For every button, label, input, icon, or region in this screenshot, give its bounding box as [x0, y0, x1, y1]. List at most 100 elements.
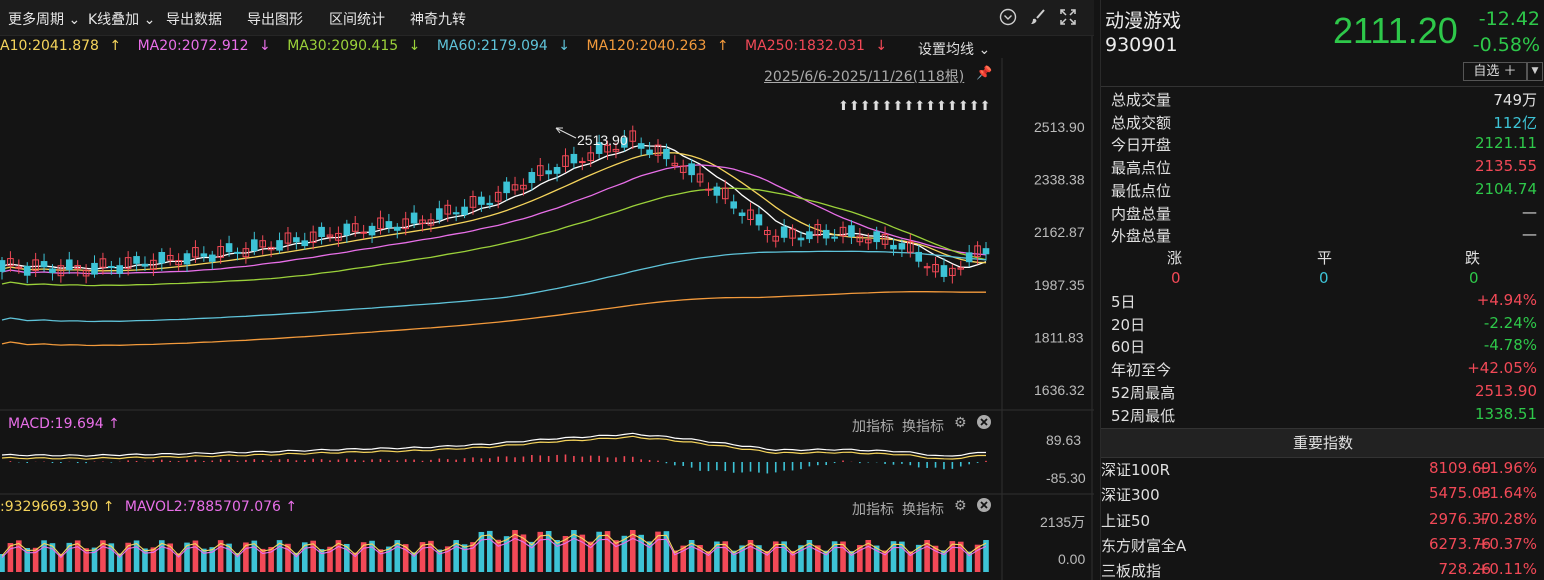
- watchlist-dropdown-icon[interactable]: ▼: [1527, 62, 1543, 81]
- index-value: 2976.37: [1428, 509, 1491, 528]
- index-row[interactable]: 东方财富全A 6273.76 +0.37%: [1101, 535, 1544, 560]
- high-marker: 2513.90: [555, 127, 628, 148]
- close-icon[interactable]: [976, 414, 992, 434]
- volume-bar: [125, 542, 131, 572]
- candle-body: [696, 173, 704, 183]
- dif-line: [1, 432, 986, 457]
- volume-bar: [386, 546, 392, 572]
- candle-body: [57, 265, 65, 277]
- candle-body: [688, 163, 695, 176]
- more-periods-menu[interactable]: 更多周期 ⌄: [8, 12, 81, 28]
- volume-bar: [840, 541, 846, 572]
- volume-bar: [537, 531, 544, 572]
- candle-body: [637, 143, 645, 149]
- volume-bar: [41, 540, 47, 572]
- chart-area[interactable]: 更多周期 ⌄ K线叠加 ⌄ 导出数据 导出图形 区间统计 神奇九转 A10:20…: [0, 0, 1094, 580]
- candle-body: [74, 265, 81, 270]
- candle-body: [166, 254, 174, 261]
- add-watchlist-button[interactable]: 自选 ＋: [1463, 62, 1527, 81]
- volume-bar: [150, 547, 157, 572]
- stat-row-value: —: [1522, 202, 1537, 221]
- candle-body: [478, 196, 485, 205]
- vol-add-indicator[interactable]: 加指标: [852, 502, 894, 518]
- macd-add-indicator[interactable]: 加指标: [852, 419, 894, 435]
- volume-bar: [722, 541, 729, 572]
- brush-icon[interactable]: [1028, 8, 1048, 28]
- perf-row: 20日 -2.24%: [1101, 314, 1541, 336]
- volume-bar: [486, 530, 493, 572]
- volume-bar: [478, 531, 485, 572]
- volume-bar: [646, 541, 653, 572]
- volume-bar: [688, 540, 695, 572]
- volume-bar: [301, 542, 308, 572]
- kline-overlay-menu[interactable]: K线叠加 ⌄: [88, 12, 156, 28]
- stat-row-label: 今日开盘: [1111, 136, 1172, 155]
- candle-body: [65, 259, 73, 271]
- gear-icon[interactable]: ⚙: [954, 498, 967, 514]
- volume-bar: [823, 550, 830, 572]
- close-icon[interactable]: [976, 497, 992, 517]
- volume-bar: [798, 545, 804, 572]
- candle-body: [494, 191, 502, 202]
- volume-bar: [512, 530, 518, 572]
- vol-switch-indicator[interactable]: 换指标: [902, 502, 944, 518]
- perf-row: 52周最低 1338.51: [1101, 405, 1541, 427]
- candle-body: [814, 224, 822, 236]
- volume-bar: [234, 553, 241, 572]
- volume-bar: [621, 535, 628, 572]
- perf-row-value: +4.94%: [1476, 291, 1537, 309]
- volume-bar: [899, 541, 905, 572]
- volume-label: :9329669.390 ↑ MAVOL2:7885707.076 ↑: [0, 499, 298, 515]
- candle-body: [267, 246, 275, 251]
- volume-bar: [882, 550, 888, 572]
- fullscreen-icon[interactable]: [1058, 8, 1078, 28]
- stat-row-label: 内盘总量: [1111, 204, 1172, 223]
- index-row[interactable]: 三板成指 728.26 +0.11%: [1101, 560, 1544, 580]
- stat-row: 外盘总量 —: [1101, 225, 1541, 247]
- ma-settings-button[interactable]: 设置均线 ⌄: [918, 42, 991, 58]
- candle-body: [604, 144, 611, 153]
- index-row[interactable]: 上证50 2976.37 +0.28%: [1101, 510, 1544, 535]
- macd-switch-indicator[interactable]: 换指标: [902, 419, 944, 435]
- range-stats-button[interactable]: 区间统计: [329, 12, 385, 28]
- volume-bar: [108, 543, 115, 572]
- volume-bar: [133, 540, 140, 572]
- volume-bar: [158, 540, 165, 572]
- volume-bar: [629, 530, 636, 572]
- volume-bar: [100, 540, 106, 572]
- candle-body: [486, 202, 494, 206]
- export-chart-button[interactable]: 导出图形: [247, 12, 303, 28]
- volume-bar: [49, 543, 56, 572]
- volume-bar: [949, 541, 956, 572]
- gear-icon[interactable]: ⚙: [954, 415, 967, 431]
- stock-change-pct: -0.58%: [1472, 34, 1540, 56]
- volume-bar: [184, 542, 190, 572]
- stat-row: 内盘总量 —: [1101, 203, 1541, 225]
- volume-bar: [587, 541, 594, 572]
- ma60-legend: MA60:2179.094 ↓: [436, 38, 571, 54]
- candle-body: [158, 252, 166, 264]
- volume-bar: [243, 542, 249, 572]
- kline-chart[interactable]: 2513.90 2338.38 2162.87 1987.35 1811.83 1636.…: [0, 36, 1094, 580]
- candle-body: [284, 232, 292, 244]
- perf-row: 60日 -4.78%: [1101, 336, 1541, 358]
- date-range[interactable]: 2025/6/6-2025/11/26(118根): [764, 69, 965, 85]
- volume-bar: [848, 551, 855, 572]
- magic-nine-button[interactable]: 神奇九转: [410, 12, 466, 28]
- index-row[interactable]: 深证300 5475.03 +1.64%: [1101, 484, 1544, 509]
- mavol1-line: [1, 533, 987, 557]
- candle-body: [679, 165, 687, 173]
- candle-body: [7, 258, 14, 267]
- candle-body: [932, 264, 939, 273]
- stock-name: 动漫游戏: [1105, 10, 1182, 32]
- index-row[interactable]: 深证100R 8109.69 +1.96%: [1101, 459, 1544, 484]
- macd-axis-bottom: -85.30: [1046, 470, 1086, 486]
- volume-bar: [175, 553, 182, 572]
- pin-icon[interactable]: 📌: [976, 66, 993, 81]
- stat-row-value: 2104.74: [1474, 179, 1537, 198]
- export-data-button[interactable]: 导出数据: [166, 12, 222, 28]
- candle-body: [108, 265, 115, 268]
- volume-bar: [116, 553, 123, 572]
- candle-body: [646, 149, 653, 155]
- chevron-down-circle-icon[interactable]: [998, 8, 1018, 28]
